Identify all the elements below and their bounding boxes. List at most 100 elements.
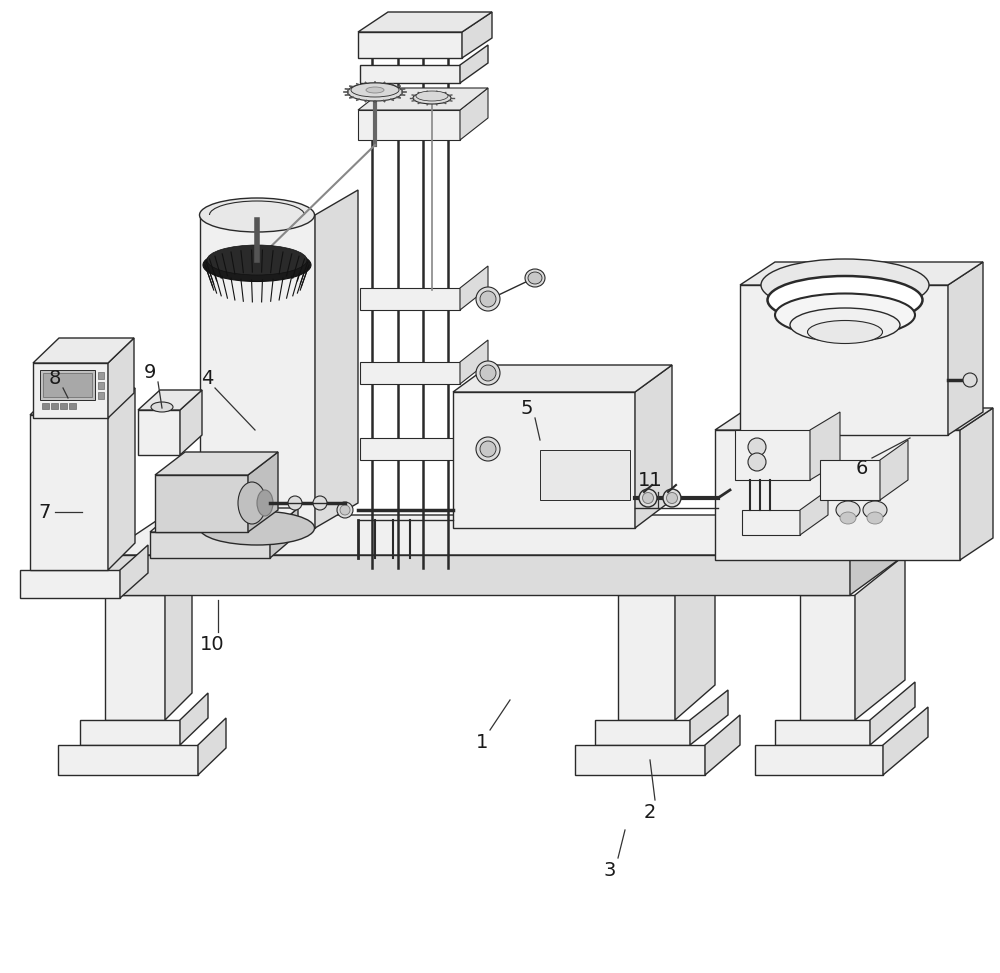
Polygon shape [120, 545, 148, 598]
Polygon shape [20, 570, 120, 598]
Polygon shape [105, 515, 905, 555]
Polygon shape [155, 475, 248, 532]
Ellipse shape [476, 361, 500, 385]
Polygon shape [358, 88, 488, 110]
Polygon shape [33, 338, 134, 363]
Polygon shape [51, 403, 58, 409]
Polygon shape [740, 262, 983, 285]
Polygon shape [735, 430, 810, 480]
Polygon shape [540, 450, 630, 500]
Polygon shape [58, 745, 198, 775]
Ellipse shape [200, 511, 314, 545]
Text: 11: 11 [638, 471, 662, 489]
Polygon shape [42, 403, 49, 409]
Text: 10: 10 [200, 634, 224, 654]
Polygon shape [360, 65, 460, 83]
Ellipse shape [480, 441, 496, 457]
Polygon shape [820, 460, 880, 500]
Text: 7: 7 [39, 502, 51, 522]
Ellipse shape [663, 489, 681, 507]
Text: 3: 3 [604, 860, 616, 880]
Ellipse shape [476, 437, 500, 461]
Polygon shape [460, 416, 488, 460]
Polygon shape [105, 555, 850, 595]
Polygon shape [460, 340, 488, 384]
Polygon shape [855, 555, 905, 720]
Polygon shape [705, 715, 740, 775]
Text: 8: 8 [49, 369, 61, 387]
Polygon shape [98, 372, 104, 379]
Polygon shape [690, 690, 728, 745]
Ellipse shape [348, 83, 402, 101]
Ellipse shape [238, 482, 266, 524]
Polygon shape [80, 720, 180, 745]
Polygon shape [460, 266, 488, 310]
Polygon shape [618, 595, 675, 720]
Polygon shape [810, 412, 840, 480]
Ellipse shape [351, 83, 399, 97]
Polygon shape [60, 403, 67, 409]
Polygon shape [108, 388, 135, 570]
Polygon shape [358, 110, 460, 140]
Polygon shape [108, 338, 134, 418]
Ellipse shape [288, 496, 302, 510]
Ellipse shape [413, 92, 451, 104]
Ellipse shape [366, 87, 384, 93]
Text: 1: 1 [476, 733, 488, 751]
Polygon shape [800, 490, 828, 535]
Polygon shape [453, 392, 635, 528]
Polygon shape [138, 410, 180, 455]
Polygon shape [715, 430, 960, 560]
Ellipse shape [790, 308, 900, 342]
Ellipse shape [963, 373, 977, 387]
Polygon shape [198, 718, 226, 775]
Polygon shape [755, 745, 883, 775]
Ellipse shape [748, 453, 766, 471]
Polygon shape [138, 390, 202, 410]
Ellipse shape [836, 501, 860, 519]
Ellipse shape [525, 269, 545, 287]
Polygon shape [675, 563, 715, 720]
Polygon shape [595, 720, 690, 745]
Polygon shape [40, 370, 95, 400]
Text: 6: 6 [856, 458, 868, 478]
Ellipse shape [151, 402, 173, 412]
Polygon shape [98, 392, 104, 399]
Polygon shape [870, 682, 915, 745]
Polygon shape [360, 438, 460, 460]
Text: 9: 9 [144, 363, 156, 381]
Ellipse shape [863, 501, 887, 519]
Polygon shape [775, 720, 870, 745]
Polygon shape [315, 190, 358, 528]
Ellipse shape [480, 291, 496, 307]
Ellipse shape [313, 496, 327, 510]
Ellipse shape [666, 492, 678, 503]
Polygon shape [155, 452, 278, 475]
Ellipse shape [748, 438, 766, 456]
Ellipse shape [337, 502, 353, 518]
Polygon shape [150, 532, 270, 558]
Polygon shape [635, 365, 672, 528]
Ellipse shape [775, 294, 915, 337]
Polygon shape [180, 693, 208, 745]
Ellipse shape [257, 490, 273, 516]
Text: 2: 2 [644, 803, 656, 821]
Ellipse shape [480, 365, 496, 381]
Polygon shape [69, 403, 76, 409]
Ellipse shape [416, 91, 448, 101]
Polygon shape [360, 362, 460, 384]
Polygon shape [30, 415, 108, 570]
Polygon shape [460, 88, 488, 140]
Polygon shape [358, 12, 492, 32]
Polygon shape [960, 408, 993, 560]
Polygon shape [200, 215, 315, 528]
Polygon shape [358, 32, 462, 58]
Ellipse shape [761, 259, 929, 311]
Ellipse shape [642, 492, 654, 503]
Ellipse shape [840, 512, 856, 524]
Ellipse shape [340, 505, 350, 515]
Polygon shape [105, 595, 165, 720]
Polygon shape [948, 262, 983, 435]
Ellipse shape [207, 245, 307, 275]
Polygon shape [33, 363, 108, 418]
